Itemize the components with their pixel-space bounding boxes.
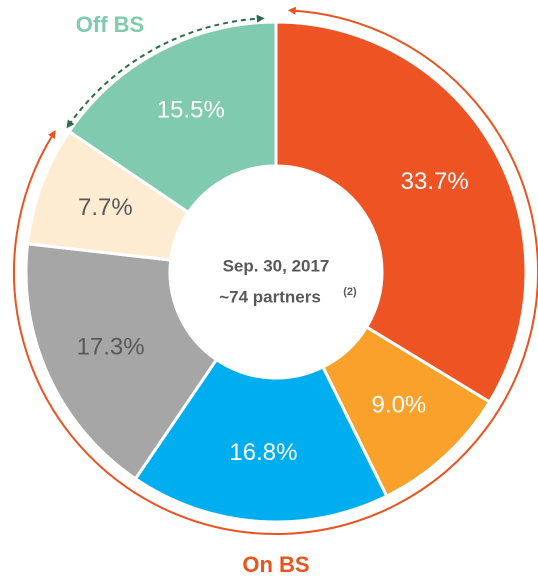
slice xyxy=(133,357,389,524)
off-bs-arc xyxy=(66,14,265,129)
annotation: On BS xyxy=(242,552,309,577)
slice-label: 33.7% xyxy=(401,168,469,195)
slice-label: 17.3% xyxy=(77,333,145,360)
slice xyxy=(274,20,528,405)
on-bs-arc xyxy=(13,6,538,535)
slice xyxy=(24,242,219,481)
center-superscript: (2) xyxy=(343,286,357,298)
slice-label: 9.0% xyxy=(372,392,427,419)
annotation: Off BS xyxy=(76,12,144,37)
slice-label: 16.8% xyxy=(229,439,297,466)
center-text: ~74 partners xyxy=(219,287,321,306)
slice-label: 15.5% xyxy=(157,96,225,123)
center-text: Sep. 30, 2017 xyxy=(223,256,330,275)
slice-label: 7.7% xyxy=(78,194,133,221)
